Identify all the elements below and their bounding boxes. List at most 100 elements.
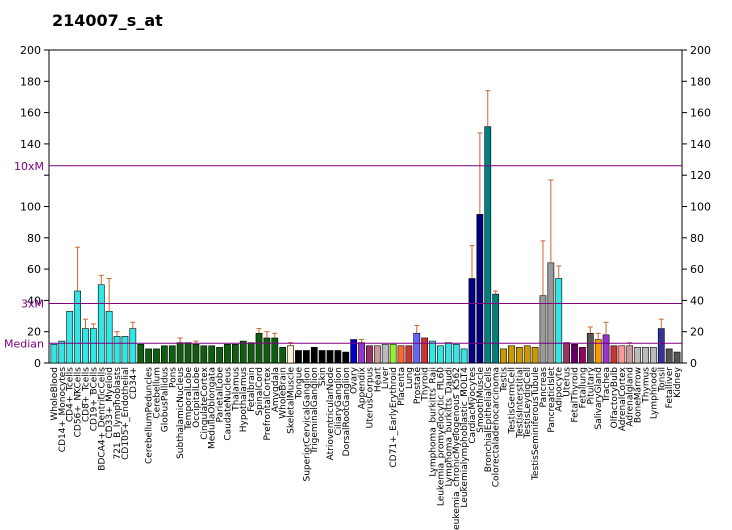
- x-tick-label: Uterus: [563, 367, 573, 397]
- bar: [413, 332, 421, 364]
- bar: [50, 343, 58, 364]
- y-tick-label-left: 40: [27, 294, 41, 307]
- x-tick-label: Leukemia_chronicMyelogenous_K562: [452, 367, 462, 530]
- y-tick-label-right: 180: [690, 75, 711, 88]
- x-tick-label: CiliaryGanglion: [334, 367, 344, 435]
- x-tick-label: SalivaryGland: [594, 367, 604, 430]
- x-tick-label: OccipitalLobe: [192, 367, 202, 428]
- x-tick-label: Pons: [168, 367, 178, 388]
- x-tick-label: Skin: [318, 367, 328, 386]
- x-tick-label: WholeBlood: [50, 367, 60, 421]
- x-tick-label: OlfactoryBulb: [610, 367, 620, 429]
- bar: [129, 328, 137, 364]
- bar: [586, 332, 594, 364]
- x-tick-label: Adipocyte: [555, 367, 565, 412]
- bar: [665, 348, 673, 364]
- y-tick-label-right: 20: [690, 326, 704, 339]
- x-tick-label: Adrenalgland: [626, 367, 636, 427]
- x-tick-label: 721_B_lymphoblasts: [113, 367, 123, 460]
- reference-line-label: Median: [4, 337, 44, 350]
- bar: [216, 347, 223, 364]
- x-tick-label: GlobusPallidus: [160, 367, 170, 433]
- bar: [618, 345, 626, 364]
- bar: [571, 343, 578, 364]
- bar: [113, 336, 121, 364]
- bar: [247, 342, 255, 364]
- bar: [523, 345, 531, 364]
- y-tick-label-right: 160: [690, 107, 711, 120]
- bar: [208, 345, 216, 364]
- x-tick-label: WholeBrain: [279, 367, 289, 419]
- x-tick-label: CingulateCortex: [200, 366, 210, 439]
- bar: [97, 284, 105, 364]
- x-tick-label: Thymus: [642, 367, 652, 404]
- y-tick-label-left: 0: [34, 357, 41, 370]
- x-tick-label: CD8+_Tcells: [81, 367, 91, 422]
- x-tick-label: SuperiorCervicalGanglion: [302, 367, 312, 482]
- x-tick-label: AtrioventricularNode: [326, 367, 336, 461]
- x-tick-label: Trachea: [602, 367, 612, 403]
- x-tick-label: Hypothalamus: [239, 367, 249, 433]
- bar: [318, 350, 326, 364]
- x-tick-label: Cerebellum: [152, 367, 162, 419]
- x-tick-label: ParietalLobe: [216, 367, 226, 423]
- x-tick-label: Leukemialymphoblastic_MOLT4: [460, 367, 470, 508]
- x-tick-label: Placenta: [397, 367, 407, 406]
- reference-line-label: 3xM: [21, 298, 44, 311]
- bar: [547, 262, 555, 364]
- x-tick-label: Liver: [381, 367, 391, 389]
- bar: [579, 347, 586, 364]
- bar: [310, 347, 318, 364]
- bar: [421, 337, 429, 364]
- y-tick-label-right: 140: [690, 138, 711, 151]
- bar: [610, 345, 618, 364]
- plot-frame: [48, 49, 683, 364]
- x-tick-label: Leukemia_promyelocytic_HL60: [436, 367, 446, 506]
- y-tick-label-left: 160: [20, 107, 41, 120]
- x-tick-label: Fetalbrain: [247, 367, 257, 412]
- x-tick-label: CD105+_Endothelial: [121, 367, 131, 460]
- x-tick-label: SkeletalMuscle: [287, 367, 297, 434]
- x-tick-label: CaudateNucleus: [223, 367, 233, 441]
- x-tick-label: Fetalliver: [665, 367, 675, 409]
- x-tick-label: CD19+_BCells: [89, 367, 99, 432]
- x-tick-label: BronchialEpithelialCells: [484, 367, 494, 473]
- y-tick-label-left: 180: [20, 75, 41, 88]
- x-tick-label: Lung: [405, 367, 415, 389]
- bar: [176, 342, 184, 364]
- x-tick-label: CD56+_NKCells: [74, 367, 84, 438]
- y-tick-label-right: 40: [690, 294, 704, 307]
- bar: [90, 328, 97, 364]
- bar: [224, 343, 231, 364]
- bar: [437, 345, 444, 364]
- bar: [82, 328, 89, 364]
- x-tick-label: Amygdala: [271, 367, 281, 412]
- bar: [634, 347, 641, 364]
- y-tick-label-left: 20: [27, 326, 41, 339]
- bar: [137, 343, 145, 364]
- x-tick-label: Ovary: [350, 366, 360, 394]
- x-tick-label: CD4+_Tcells: [66, 367, 76, 422]
- x-tick-label: Fetallung: [578, 367, 588, 408]
- bar: [271, 337, 279, 364]
- chart-title: 214007_s_at: [52, 11, 163, 30]
- x-tick-label: Colorectaladenocarcinoma: [492, 367, 502, 487]
- reference-line-label: 10xM: [14, 160, 44, 173]
- x-tick-label: TrigeminalGanglion: [310, 367, 320, 455]
- bar: [192, 343, 200, 364]
- x-tick-label: TestisLeydigCell: [523, 367, 533, 439]
- bar: [626, 345, 634, 364]
- x-tick-label: Tongue: [294, 367, 304, 401]
- bar: [563, 342, 571, 364]
- bar: [74, 290, 81, 364]
- x-tick-label: CerebellumPeduncles: [145, 367, 155, 464]
- x-tick-label: Prostate: [413, 367, 423, 405]
- x-tick-label: CD34+: [129, 367, 139, 399]
- bar: [279, 347, 287, 364]
- bar: [602, 334, 610, 364]
- x-tick-label: CD71+_EarlyErythroid: [389, 367, 399, 468]
- y-tick-label-left: 100: [20, 201, 41, 214]
- bar: [200, 345, 208, 364]
- bar: [531, 347, 539, 364]
